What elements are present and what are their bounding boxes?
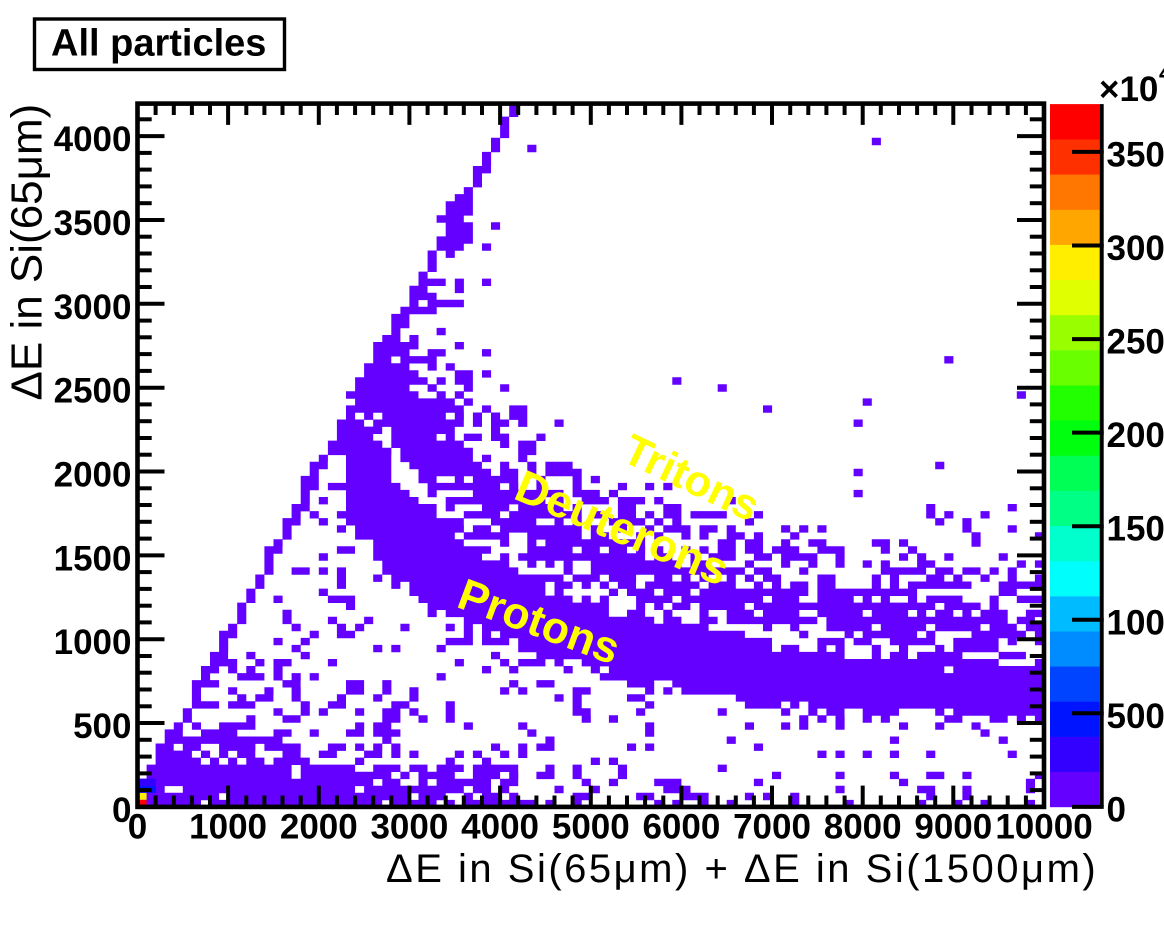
svg-text:100: 100 xyxy=(1107,603,1164,642)
svg-text:10000: 10000 xyxy=(995,808,1092,847)
svg-text:0: 0 xyxy=(128,808,147,847)
svg-text:1000: 1000 xyxy=(54,623,132,662)
svg-text:200: 200 xyxy=(1107,416,1164,455)
svg-text:8000: 8000 xyxy=(824,808,902,847)
svg-text:0: 0 xyxy=(112,791,131,830)
svg-text:500: 500 xyxy=(1107,697,1164,736)
svg-text:500: 500 xyxy=(73,707,131,746)
svg-text:5000: 5000 xyxy=(552,808,630,847)
svg-text:150: 150 xyxy=(1107,510,1164,549)
svg-text:1000: 1000 xyxy=(189,808,267,847)
svg-text:4: 4 xyxy=(1159,60,1164,87)
svg-text:300: 300 xyxy=(1107,229,1164,268)
svg-text:2000: 2000 xyxy=(54,456,132,495)
svg-text:ΔE in Si(65μm) + ΔE in Si(1500: ΔE in Si(65μm) + ΔE in Si(1500μm) xyxy=(386,847,1098,891)
svg-text:3000: 3000 xyxy=(54,288,132,327)
svg-text:×10: ×10 xyxy=(1099,70,1158,109)
svg-text:9000: 9000 xyxy=(914,808,992,847)
svg-text:250: 250 xyxy=(1107,323,1164,362)
svg-text:1500: 1500 xyxy=(54,539,132,578)
svg-text:4000: 4000 xyxy=(54,120,132,159)
svg-text:7000: 7000 xyxy=(733,808,811,847)
svg-text:3000: 3000 xyxy=(370,808,448,847)
svg-text:3500: 3500 xyxy=(54,204,132,243)
svg-text:2500: 2500 xyxy=(54,372,132,411)
svg-text:6000: 6000 xyxy=(642,808,720,847)
svg-text:0: 0 xyxy=(1107,790,1126,829)
svg-text:2000: 2000 xyxy=(280,808,358,847)
svg-text:ΔE in Si(65μm): ΔE in Si(65μm) xyxy=(3,104,52,401)
svg-text:350: 350 xyxy=(1107,135,1164,174)
svg-text:4000: 4000 xyxy=(461,808,539,847)
svg-text:All particles: All particles xyxy=(51,23,266,65)
